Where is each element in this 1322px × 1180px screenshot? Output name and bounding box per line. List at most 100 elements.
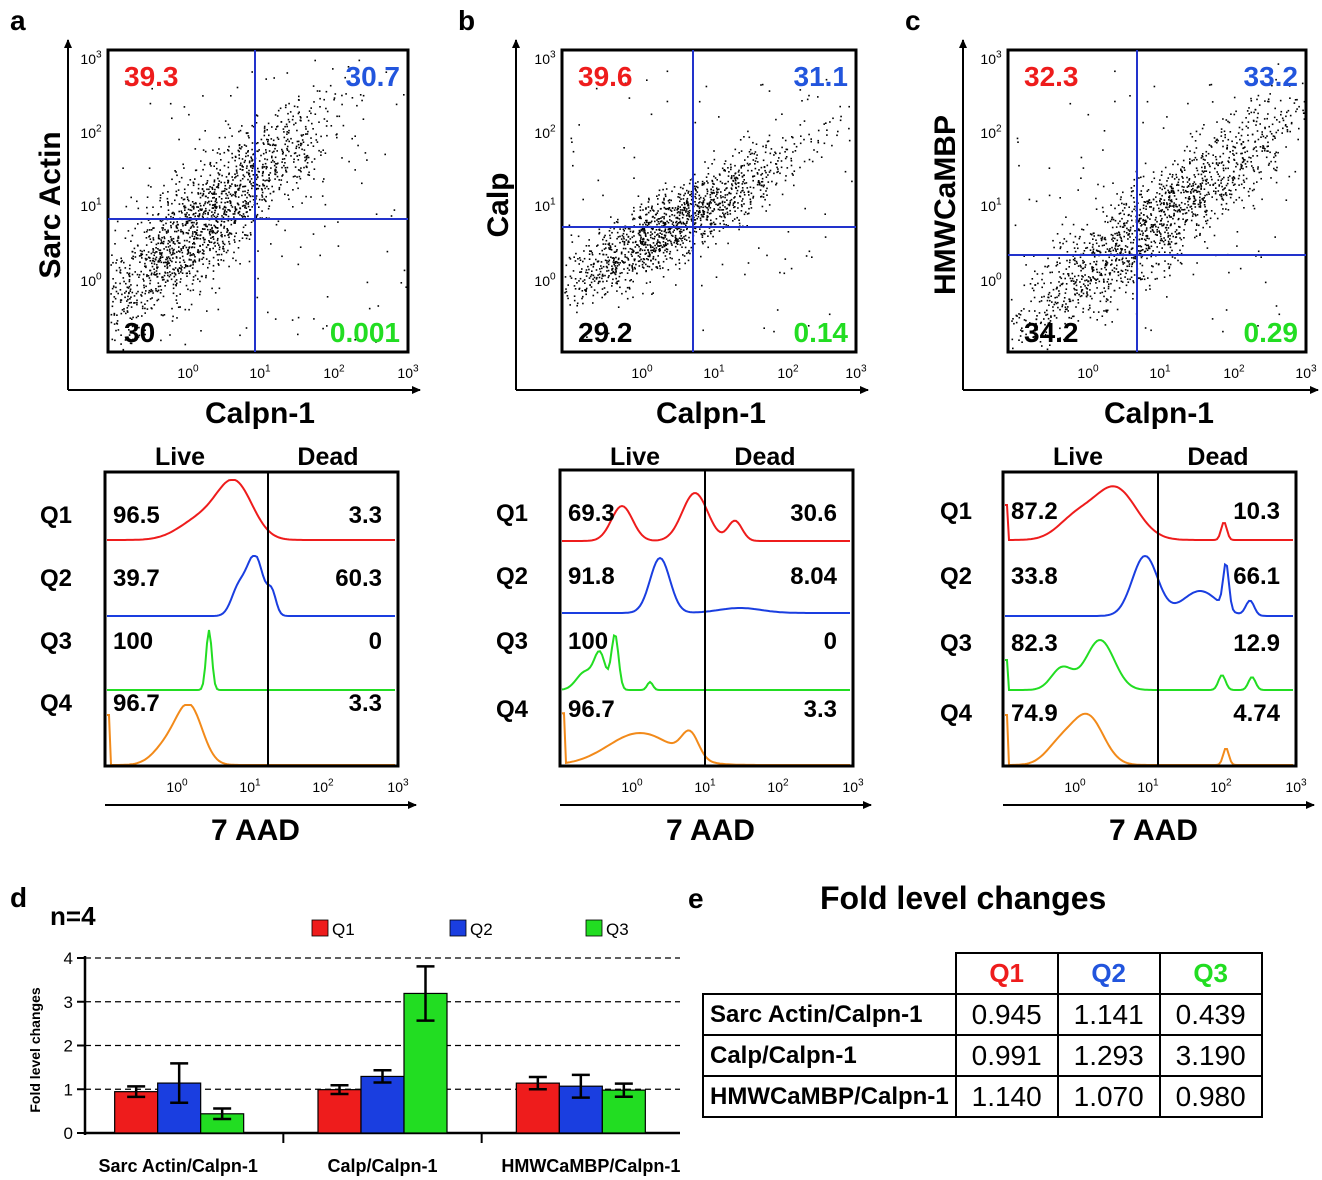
scatter-point — [615, 260, 618, 263]
scatter-point — [147, 275, 150, 277]
scatter-point — [237, 196, 240, 198]
scatter-point — [120, 312, 123, 315]
scatter-point — [234, 176, 236, 179]
scatter-point — [1167, 232, 1169, 234]
scatter-point — [664, 244, 667, 246]
scatter-point — [661, 201, 664, 204]
scatter-point — [252, 185, 254, 187]
scatter-point — [1242, 179, 1245, 182]
scatter-point — [1216, 138, 1218, 141]
scatter-point — [244, 205, 247, 207]
scatter-point — [689, 240, 691, 243]
scatter-point — [715, 203, 717, 206]
scatter-point — [1225, 167, 1227, 170]
scatter-point — [203, 253, 205, 255]
scatter-point — [682, 206, 685, 209]
scatter-point — [265, 78, 267, 80]
scatter-point — [1128, 263, 1131, 265]
scatter-point — [1208, 84, 1211, 86]
scatter-point — [1197, 203, 1200, 206]
scatter-point — [248, 238, 251, 240]
scatter-point — [714, 177, 717, 179]
scatter-point — [246, 192, 249, 194]
scatter-point — [710, 222, 712, 225]
scatter-point — [803, 138, 805, 141]
table-cell: 0.439 — [1158, 993, 1263, 1036]
scatter-point — [604, 293, 607, 295]
scatter-point — [762, 196, 765, 198]
scatter-point — [190, 259, 192, 261]
scatter-point — [645, 246, 647, 249]
scatter-point — [221, 235, 223, 238]
scatter-point — [1052, 309, 1055, 312]
scatter-point — [1218, 175, 1221, 178]
scatter-point — [217, 172, 220, 174]
scatter-point — [721, 200, 724, 203]
scatter-point — [283, 136, 286, 139]
scatter-point — [146, 275, 148, 278]
scatter-point — [1111, 246, 1113, 249]
scatter-point — [190, 226, 193, 228]
scatter-point — [150, 186, 152, 188]
scatter-point — [675, 242, 678, 245]
scatter-point — [1161, 247, 1163, 249]
scatter-point — [1146, 257, 1148, 260]
scatter-point — [711, 210, 714, 212]
scatter-point — [1043, 318, 1045, 320]
scatter-point — [1148, 246, 1150, 248]
scatter-point — [654, 250, 657, 253]
scatter-point — [1075, 289, 1078, 291]
scatter-point — [237, 188, 239, 191]
scatter-point — [1033, 335, 1035, 338]
scatter-point — [1168, 206, 1170, 208]
scatter-point — [322, 180, 324, 183]
scatter-point — [1142, 232, 1144, 234]
scatter-point — [209, 203, 211, 206]
scatter-point — [1163, 276, 1166, 278]
scatter-point — [1267, 98, 1270, 100]
scatter-point — [1177, 163, 1179, 166]
scatter-point — [614, 261, 617, 263]
scatter-point — [1150, 329, 1152, 332]
scatter-point — [1210, 145, 1212, 147]
scatter-point — [237, 203, 240, 206]
scatter-point — [160, 256, 162, 259]
scatter-point — [1099, 234, 1101, 237]
scatter-point — [297, 187, 299, 190]
scatter-point — [1172, 163, 1174, 166]
scatter-point — [227, 149, 229, 151]
scatter-point — [1235, 110, 1237, 113]
scatter-point — [1188, 198, 1190, 201]
scatter-point — [1169, 202, 1171, 205]
scatter-point — [1165, 184, 1168, 187]
scatter-point — [658, 194, 660, 196]
scatter-point — [1124, 249, 1126, 251]
scatter-point — [1071, 277, 1074, 280]
scatter-point — [700, 213, 703, 216]
scatter-point — [113, 313, 116, 315]
row-label: Q1 — [40, 502, 72, 529]
scatter-point — [276, 175, 279, 178]
scatter-point — [198, 260, 201, 262]
scatter-point — [163, 274, 166, 277]
scatter-point — [198, 213, 201, 215]
scatter-point — [1173, 214, 1175, 217]
scatter-point — [1162, 240, 1165, 243]
scatter-point — [1196, 214, 1199, 216]
scatter-point — [216, 220, 218, 222]
scatter-point — [731, 175, 733, 177]
scatter-point — [1143, 251, 1146, 253]
scatter-point — [1209, 165, 1211, 168]
scatter-point — [589, 250, 591, 252]
scatter-point — [234, 206, 236, 208]
scatter-point — [1267, 164, 1270, 166]
scatter-point — [1035, 318, 1038, 321]
scatter-point — [657, 245, 659, 247]
scatter-point — [171, 272, 173, 275]
scatter-point — [1144, 162, 1147, 165]
scatter-point — [1148, 284, 1151, 287]
scatter-point — [245, 203, 247, 205]
scatter-point — [713, 175, 715, 178]
scatter-point — [585, 245, 588, 247]
scatter-point — [1049, 344, 1051, 346]
